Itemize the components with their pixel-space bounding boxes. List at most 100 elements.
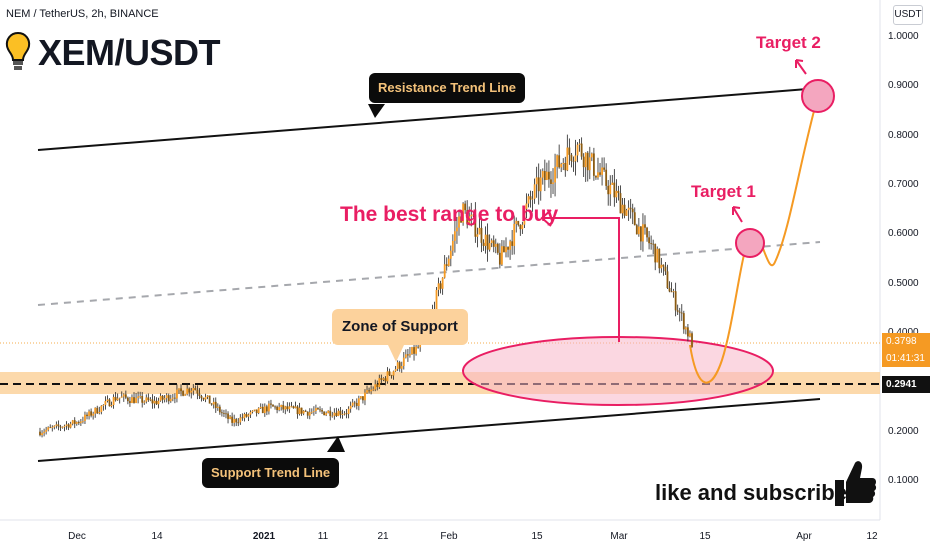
candle-body	[578, 143, 581, 145]
candle-body	[102, 404, 105, 406]
candle-body	[603, 167, 606, 170]
candle-body	[554, 166, 556, 183]
symbol-info: NEM / TetherUS, 2h, BINANCE	[6, 8, 159, 20]
candle-body	[417, 346, 420, 348]
candle-body	[533, 184, 536, 199]
candle-body	[468, 216, 471, 225]
candle-body	[272, 404, 274, 407]
candle-body	[590, 153, 593, 158]
target-1-circle	[735, 228, 765, 258]
candle-body	[249, 411, 252, 415]
candle-body	[55, 424, 58, 426]
candle-body	[104, 401, 107, 405]
candle-body	[490, 240, 493, 244]
target-2-circle	[801, 79, 835, 113]
candle-body	[290, 406, 293, 408]
candle-body	[300, 407, 303, 414]
candle-body	[77, 422, 80, 424]
candle-body	[65, 424, 68, 426]
candle-body	[163, 398, 166, 400]
candle-body	[133, 397, 135, 403]
candle-body	[347, 408, 350, 414]
candle-body	[611, 182, 614, 185]
subscribe-text: like and subscribe	[655, 480, 847, 505]
candle-body	[359, 396, 362, 399]
candle-body	[513, 223, 516, 246]
candle-body	[241, 417, 244, 419]
candle-body	[439, 283, 442, 289]
candle-body	[165, 395, 168, 399]
candle-body	[402, 357, 405, 366]
support-level-badge: 0.2941	[882, 376, 930, 393]
candle-body	[515, 220, 518, 224]
candle-body	[302, 410, 305, 414]
candle-body	[61, 427, 64, 428]
candle-body	[341, 414, 344, 415]
candle-body	[192, 388, 195, 391]
candle-body	[437, 283, 440, 291]
candle-body	[464, 203, 467, 211]
candle-body	[131, 397, 133, 403]
countdown-badge: 01:41:31	[882, 350, 930, 367]
candle-body	[96, 407, 99, 414]
candle-body	[631, 208, 634, 213]
candle-body	[586, 152, 589, 171]
candle-body	[227, 413, 229, 419]
candle-body	[263, 406, 266, 414]
candle-body	[312, 410, 315, 412]
candle-body	[413, 347, 415, 354]
candle-body	[615, 190, 618, 198]
y-tick-label: 1.0000	[888, 31, 919, 42]
candle-body	[682, 313, 685, 330]
currency-selector[interactable]: USDT	[893, 5, 923, 25]
candle-body	[642, 224, 644, 242]
candle-body	[120, 396, 123, 398]
candle-body	[153, 400, 156, 404]
candle-body	[141, 396, 144, 403]
candle-body	[666, 271, 669, 289]
candle-body	[398, 362, 401, 369]
y-tick-label: 0.8000	[888, 129, 919, 141]
candle-body	[353, 402, 356, 404]
candle-body	[214, 401, 217, 408]
x-tick-label: 11	[317, 531, 329, 542]
candle-body	[662, 264, 665, 267]
candle-body	[265, 406, 268, 412]
candle-body	[333, 412, 336, 416]
candle-body	[601, 167, 603, 175]
candle-body	[519, 224, 522, 230]
x-tick-label: 2021	[252, 531, 276, 542]
candle-body	[88, 411, 90, 417]
candle-body	[680, 312, 683, 314]
candle-body	[621, 204, 624, 214]
candle-body	[525, 203, 528, 209]
candle-body	[157, 400, 160, 405]
ticker-title: XEM/USDT	[38, 32, 221, 73]
candle-body	[478, 227, 481, 235]
candle-body	[535, 177, 538, 185]
candle-body	[155, 400, 158, 405]
candle-body	[280, 404, 283, 408]
target-2-arrow	[795, 59, 807, 75]
candle-body	[100, 405, 103, 412]
candle-body	[447, 258, 450, 266]
candle-body	[474, 214, 477, 237]
candle-body	[451, 240, 454, 251]
candle-body	[253, 409, 256, 411]
candle-body	[161, 395, 164, 400]
candle-body	[539, 177, 542, 192]
candle-body	[607, 185, 610, 195]
candle-body	[39, 431, 41, 436]
candle-body	[484, 234, 487, 246]
candle-body	[684, 327, 687, 330]
candle-body	[492, 240, 495, 247]
candle-body	[470, 214, 473, 217]
candle-body	[323, 411, 326, 416]
candle-body	[124, 394, 127, 398]
candle-body	[355, 402, 358, 406]
candle-body	[640, 226, 642, 242]
candle-body	[670, 291, 673, 293]
candle-body	[543, 171, 546, 181]
candle-body	[190, 390, 193, 393]
candle-body	[321, 410, 323, 412]
